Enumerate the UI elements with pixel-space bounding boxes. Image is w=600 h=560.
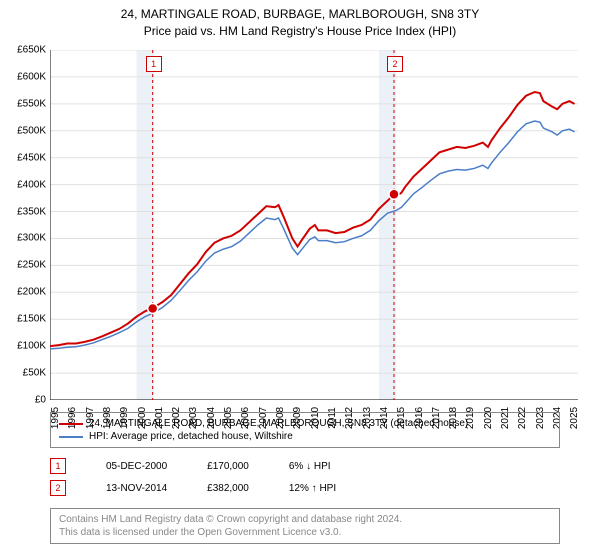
y-tick-label: £350K — [17, 206, 46, 217]
marker-badge: 2 — [50, 480, 66, 496]
legend-label: 24, MARTINGALE ROAD, BURBAGE, MARLBOROUG… — [89, 418, 468, 429]
legend-swatch — [59, 436, 83, 438]
y-tick-label: £50K — [23, 368, 46, 379]
legend-label: HPI: Average price, detached house, Wilt… — [89, 431, 293, 442]
marker-table: 1 05-DEC-2000 £170,000 6% ↓ HPI 2 13-NOV… — [50, 458, 560, 502]
marker-row: 1 05-DEC-2000 £170,000 6% ↓ HPI — [50, 458, 560, 474]
legend-swatch — [59, 423, 83, 425]
marker-date: 13-NOV-2014 — [106, 483, 167, 494]
marker-flag: 2 — [387, 56, 403, 72]
title-line1: 24, MARTINGALE ROAD, BURBAGE, MARLBOROUG… — [0, 6, 600, 23]
marker-diff: 6% ↓ HPI — [289, 461, 331, 472]
y-tick-label: £450K — [17, 152, 46, 163]
marker-badge: 1 — [50, 458, 66, 474]
y-tick-label: £150K — [17, 314, 46, 325]
chart-svg — [50, 50, 578, 400]
legend-item: 24, MARTINGALE ROAD, BURBAGE, MARLBOROUG… — [59, 417, 551, 430]
y-tick-label: £550K — [17, 98, 46, 109]
marker-row: 2 13-NOV-2014 £382,000 12% ↑ HPI — [50, 480, 560, 496]
marker-price: £170,000 — [207, 461, 249, 472]
y-tick-label: £400K — [17, 179, 46, 190]
title-line2: Price paid vs. HM Land Registry's House … — [0, 23, 600, 40]
y-tick-label: £100K — [17, 341, 46, 352]
chart-title: 24, MARTINGALE ROAD, BURBAGE, MARLBOROUG… — [0, 0, 600, 40]
y-tick-label: £600K — [17, 71, 46, 82]
x-tick-label: 2025 — [569, 407, 580, 429]
footer-line2: This data is licensed under the Open Gov… — [59, 526, 551, 539]
marker-date: 05-DEC-2000 — [106, 461, 167, 472]
footer-attribution: Contains HM Land Registry data © Crown c… — [50, 508, 560, 544]
chart-container: 24, MARTINGALE ROAD, BURBAGE, MARLBOROUG… — [0, 0, 600, 560]
y-tick-label: £300K — [17, 233, 46, 244]
y-tick-label: £250K — [17, 260, 46, 271]
y-tick-label: £500K — [17, 125, 46, 136]
y-tick-label: £0 — [35, 395, 46, 406]
legend-item: HPI: Average price, detached house, Wilt… — [59, 430, 551, 443]
y-tick-label: £200K — [17, 287, 46, 298]
footer-line1: Contains HM Land Registry data © Crown c… — [59, 513, 551, 526]
y-tick-label: £650K — [17, 45, 46, 56]
chart-legend: 24, MARTINGALE ROAD, BURBAGE, MARLBOROUG… — [50, 412, 560, 448]
marker-diff: 12% ↑ HPI — [289, 483, 336, 494]
marker-price: £382,000 — [207, 483, 249, 494]
marker-flag: 1 — [146, 56, 162, 72]
chart-plot-area: £0£50K£100K£150K£200K£250K£300K£350K£400… — [50, 50, 578, 400]
